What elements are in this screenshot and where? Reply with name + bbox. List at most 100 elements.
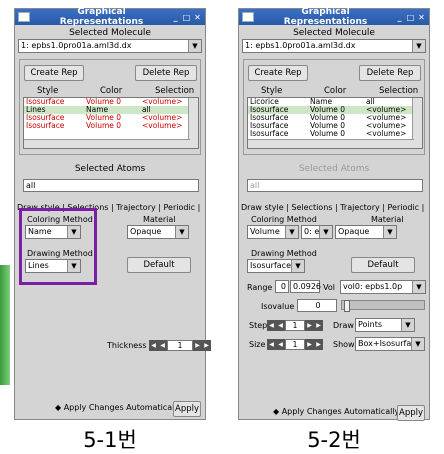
material-select[interactable]: Opaque ▼ <box>127 225 189 239</box>
minimize-icon[interactable]: _ <box>173 12 178 22</box>
draw-select[interactable]: Points ▼ <box>355 318 415 332</box>
table-row[interactable]: Licorice Name all <box>248 98 422 106</box>
create-rep-button[interactable]: Create Rep <box>24 65 84 81</box>
vertical-scrollbar[interactable] <box>188 98 198 148</box>
maximize-icon[interactable]: □ <box>182 12 191 22</box>
apply-button[interactable]: Apply <box>173 401 201 417</box>
chevron-down-icon[interactable]: ▼ <box>383 226 396 238</box>
chevron-down-icon[interactable]: ▼ <box>67 260 80 272</box>
coloring-method-select[interactable]: Name ▼ <box>25 225 81 239</box>
size-value[interactable]: 1 <box>285 338 305 350</box>
desktop-background-image <box>0 265 10 385</box>
chevron-down-icon[interactable]: ▼ <box>401 319 414 331</box>
rep-style: Isosurface <box>250 129 289 138</box>
drawing-method-label: Drawing Method <box>251 249 317 258</box>
reps-table[interactable]: Isosurface Volume 0 <volume> Lines Name all … <box>23 97 199 149</box>
decrease-more-icon[interactable]: ◀ <box>267 319 276 331</box>
rep-color: Name <box>86 105 109 114</box>
decrease-icon[interactable]: ◀ <box>276 338 285 350</box>
apply-button[interactable]: Apply <box>397 405 425 421</box>
chevron-down-icon[interactable]: ▼ <box>412 281 425 293</box>
rep-color: Name <box>310 97 333 106</box>
rep-style: Licorice <box>250 97 279 106</box>
chevron-down-icon[interactable]: ▼ <box>188 40 201 52</box>
apply-auto-checkbox[interactable]: ◆ Apply Changes Automatically <box>55 403 181 412</box>
rep-selection: <volume> <box>366 121 407 130</box>
decrease-icon[interactable]: ◀ <box>158 339 167 351</box>
drawing-method-select[interactable]: Lines ▼ <box>25 259 81 273</box>
minimize-icon[interactable]: _ <box>397 12 402 22</box>
tab-bar[interactable]: Draw style | Selections | Trajectory | P… <box>241 203 425 212</box>
window-menu-icon[interactable] <box>18 12 30 22</box>
window-title: Graphical Representations <box>283 7 368 27</box>
chevron-down-icon[interactable]: ▼ <box>412 40 425 52</box>
chevron-down-icon[interactable]: ▼ <box>285 226 298 238</box>
color-index-value: 0: e <box>304 227 320 236</box>
increase-more-icon[interactable]: ▶ <box>314 338 323 350</box>
rep-selection: all <box>366 97 375 106</box>
molecule-select[interactable]: 1: epbs1.0pro01a.aml3d.dx ▼ <box>18 39 202 53</box>
chevron-down-icon[interactable]: ▼ <box>319 226 332 238</box>
thickness-value[interactable]: 1 <box>167 339 193 351</box>
window-menu-icon[interactable] <box>242 12 254 22</box>
color-index-select[interactable]: 0: e ▼ <box>301 225 333 239</box>
vertical-scrollbar[interactable] <box>412 98 422 148</box>
tab-bar[interactable]: Draw style | Selections | Trajectory | P… <box>17 203 201 212</box>
apply-auto-checkbox[interactable]: ◆ Apply Changes Automatically <box>273 407 399 416</box>
chevron-down-icon[interactable]: ▼ <box>291 260 304 272</box>
isovalue-slider[interactable] <box>341 300 425 312</box>
molecule-select[interactable]: 1: epbs1.0pro01a.aml3d.dx ▼ <box>242 39 426 53</box>
table-row[interactable]: Isosurface Volume 0 <volume> <box>248 106 422 114</box>
increase-icon[interactable]: ▶ <box>193 339 202 351</box>
table-row[interactable]: Isosurface Volume 0 <volume> <box>24 114 198 122</box>
size-stepper[interactable]: ◀ ◀ 1 ▶ ▶ <box>267 338 323 350</box>
close-icon[interactable]: ✕ <box>418 12 425 22</box>
coloring-method-value: Volume <box>250 227 280 236</box>
close-icon[interactable]: ✕ <box>194 12 201 22</box>
increase-more-icon[interactable]: ▶ <box>202 339 211 351</box>
default-button[interactable]: Default <box>127 257 191 273</box>
decrease-icon[interactable]: ◀ <box>276 319 285 331</box>
range-min-input[interactable]: 0 <box>275 280 289 293</box>
table-row[interactable]: Isosurface Volume 0 <volume> <box>248 122 422 130</box>
vol-select[interactable]: vol0: epbs1.0p ▼ <box>340 280 426 294</box>
maximize-icon[interactable]: □ <box>406 12 415 22</box>
table-row[interactable]: Isosurface Volume 0 <volume> <box>248 130 422 138</box>
drawing-method-select[interactable]: Isosurface ▼ <box>247 259 305 273</box>
slider-knob[interactable] <box>344 300 350 312</box>
create-rep-button[interactable]: Create Rep <box>248 65 308 81</box>
material-select[interactable]: Opaque ▼ <box>335 225 397 239</box>
increase-icon[interactable]: ▶ <box>305 338 314 350</box>
selected-atoms-input[interactable]: all <box>23 179 199 192</box>
isovalue-input[interactable]: 0 <box>297 299 337 312</box>
decrease-more-icon[interactable]: ◀ <box>149 339 158 351</box>
step-value[interactable]: 1 <box>285 319 305 331</box>
decrease-more-icon[interactable]: ◀ <box>267 338 276 350</box>
rep-color: Volume 0 <box>86 121 122 130</box>
delete-rep-button[interactable]: Delete Rep <box>135 65 197 81</box>
chevron-down-icon[interactable]: ▼ <box>67 226 80 238</box>
vol-label: Vol <box>323 283 335 292</box>
range-max-input[interactable]: 0.0926 <box>290 280 321 293</box>
table-row[interactable]: Isosurface Volume 0 <volume> <box>24 98 198 106</box>
coloring-method-select[interactable]: Volume ▼ <box>247 225 299 239</box>
graphical-representations-window-1: Graphical Representations _ □ ✕ Selected… <box>14 7 211 420</box>
size-label: Size <box>249 340 266 349</box>
chevron-down-icon[interactable]: ▼ <box>411 338 424 350</box>
increase-icon[interactable]: ▶ <box>305 319 314 331</box>
increase-more-icon[interactable]: ▶ <box>314 319 323 331</box>
table-row[interactable]: Isosurface Volume 0 <volume> <box>248 114 422 122</box>
chevron-down-icon[interactable]: ▼ <box>175 226 188 238</box>
horizontal-scrollbar[interactable] <box>248 139 414 148</box>
step-stepper[interactable]: ◀ ◀ 1 ▶ ▶ <box>267 319 323 331</box>
default-button[interactable]: Default <box>351 257 415 273</box>
selected-atoms-input[interactable]: all <box>247 179 423 192</box>
show-select[interactable]: Box+Isosurfac ▼ <box>355 337 425 351</box>
thickness-stepper[interactable]: ◀ ◀ 1 ▶ ▶ <box>149 339 211 351</box>
horizontal-scrollbar[interactable] <box>24 139 190 148</box>
delete-rep-button[interactable]: Delete Rep <box>359 65 421 81</box>
reps-table[interactable]: Licorice Name all Isosurface Volume 0 <volum… <box>247 97 423 149</box>
table-row[interactable]: Lines Name all <box>24 106 198 114</box>
table-row[interactable]: Isosurface Volume 0 <volume> <box>24 122 198 130</box>
rep-selection: <volume> <box>142 113 183 122</box>
